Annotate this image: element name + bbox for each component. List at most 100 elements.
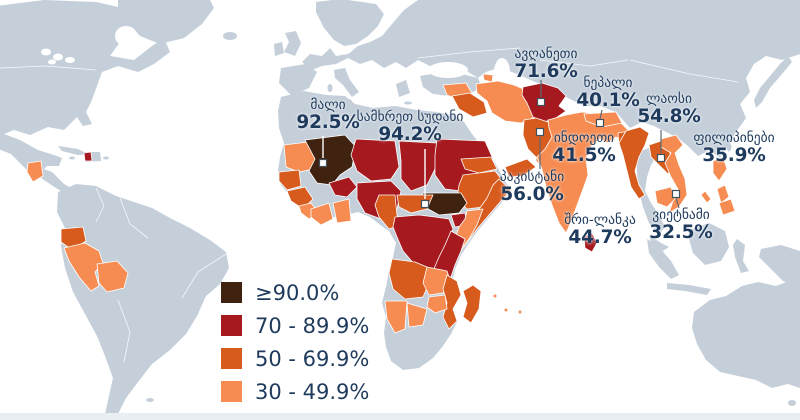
caspian-sea (494, 58, 510, 86)
great-lake-2 (53, 53, 63, 61)
legend-swatch-30 (221, 381, 242, 402)
marker-pakistan (535, 127, 545, 137)
country-value: 54.8% (637, 106, 701, 128)
region-sardinia (327, 84, 333, 92)
region-central-african-republic (396, 194, 434, 214)
region-mauritius (504, 308, 508, 312)
country-name: შრი-ლანკა (564, 212, 636, 228)
legend-label-30: 30 - 49.9% (255, 379, 370, 404)
marker-laos (656, 153, 666, 163)
region-malaysia (649, 235, 669, 251)
country-value: 56.0% (500, 184, 564, 206)
legend-swatch-90 (221, 282, 242, 303)
region-philippines-palawan (700, 190, 712, 204)
region-senegal (278, 169, 302, 191)
country-name: ფილიპინები (693, 130, 775, 146)
label-vietnam: ვიეტნამი 32.5% (649, 207, 713, 244)
legend-label-70: 70 - 89.9% (255, 313, 370, 338)
connector-layer (318, 80, 681, 209)
black-sea (428, 62, 468, 78)
marker-nepal (595, 118, 605, 128)
region-jamaica (69, 156, 75, 160)
marker-vietnam (671, 189, 681, 199)
region-sri-lanka (583, 232, 598, 253)
country-value: 44.7% (568, 227, 632, 249)
antarctica-strip (0, 413, 800, 420)
country-name: ვიეტნამი (652, 207, 710, 223)
legend-row-50: 50 - 69.9% (221, 342, 369, 375)
region-iberia (279, 64, 317, 96)
hudson-bay (115, 26, 137, 46)
legend-label-50: 50 - 69.9% (255, 346, 370, 371)
water-holes-layer (41, 26, 510, 86)
region-korea (730, 88, 742, 108)
region-cambodia (654, 186, 676, 208)
legend-row-30: 30 - 49.9% (221, 375, 369, 408)
label-philippines: ფილიპინები 35.9% (693, 130, 775, 167)
region-comoros (493, 294, 497, 298)
region-niger (350, 138, 400, 182)
region-borneo (689, 223, 729, 265)
country-name: სამხრეთ სუდანი (356, 109, 464, 125)
label-pakistan: პაკისტანი 56.0% (499, 169, 565, 206)
region-bolivia (96, 260, 129, 293)
legend: ≥90.0% 70 - 89.9% 50 - 69.9% 30 - 49.9% (221, 276, 369, 408)
region-philippines-luzon (712, 156, 728, 182)
region-united-kingdom (284, 31, 301, 56)
region-sumatra (647, 239, 679, 279)
country-value: 41.5% (552, 145, 616, 167)
marker-afghanistan (536, 97, 546, 107)
region-tasmania (788, 400, 796, 406)
country-name: პაკისტანი (499, 169, 565, 185)
legend-row-70: 70 - 89.9% (221, 309, 369, 342)
region-cuba (58, 146, 88, 155)
marker-mali (318, 158, 328, 168)
region-greece (396, 80, 410, 97)
country-value: 71.6% (514, 61, 578, 83)
country-value: 32.5% (649, 222, 713, 244)
legend-label-90: ≥90.0% (255, 280, 340, 305)
great-lake-4 (48, 59, 56, 65)
region-zimbabwe (426, 294, 448, 314)
choropleth-layer (26, 73, 736, 334)
label-india: ინდოეთი 41.5% (552, 130, 616, 167)
region-iceland (223, 32, 237, 40)
region-greenland (118, 0, 214, 44)
region-yemen (504, 158, 537, 178)
region-haiti (83, 151, 93, 162)
country-name: მალი (310, 97, 346, 113)
label-sri-lanka: შრი-ლანკა 44.7% (564, 212, 636, 249)
country-name: ლაოსი (646, 91, 692, 107)
region-australia (692, 280, 800, 388)
legend-swatch-50 (221, 348, 242, 369)
label-mali: მალი 92.5% (296, 97, 360, 134)
region-new-guinea (759, 245, 800, 289)
region-burkina-faso (328, 176, 358, 198)
country-value: 92.5% (296, 112, 360, 134)
region-madagascar (462, 284, 482, 324)
region-guatemala (26, 160, 44, 183)
region-thailand (637, 147, 665, 235)
label-south-sudan: სამხრეთ სუდანი 94.2% (356, 109, 464, 146)
region-eritrea (460, 156, 498, 174)
region-vietnam (660, 134, 688, 214)
label-afghanistan: ავღანეთი 71.6% (514, 46, 578, 83)
country-value: 35.9% (702, 145, 766, 167)
connector-vietnam (675, 197, 680, 209)
country-name: ინდოეთი (553, 130, 615, 146)
region-ivory-coast (310, 202, 334, 226)
region-crete (404, 101, 412, 105)
great-lake-3 (65, 57, 75, 63)
country-value: 40.1% (576, 90, 640, 112)
label-nepal: ნეპალი 40.1% (576, 75, 640, 112)
region-angola (388, 258, 430, 300)
region-java (667, 283, 711, 295)
region-botswana (406, 302, 428, 328)
region-reunion (518, 310, 522, 314)
region-philippines-mindanao (718, 198, 736, 216)
legend-swatch-70 (221, 315, 242, 336)
region-south-america (57, 184, 229, 414)
region-myanmar (618, 126, 650, 200)
region-north-america (0, 0, 170, 178)
